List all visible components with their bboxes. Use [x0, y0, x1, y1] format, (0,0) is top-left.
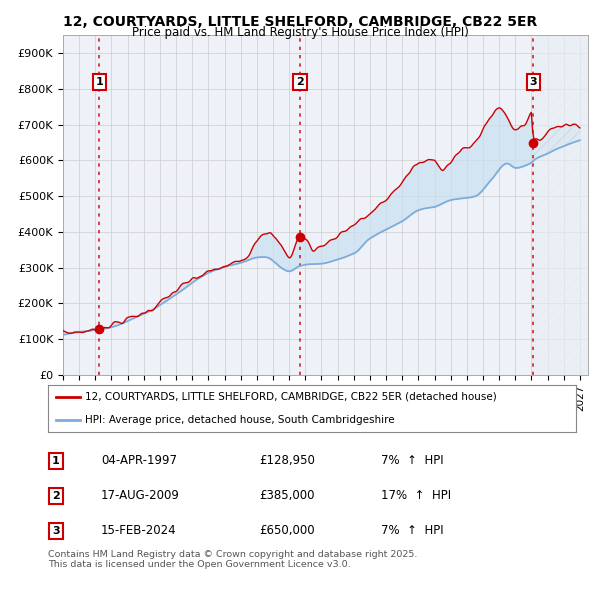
- Text: 15-FEB-2024: 15-FEB-2024: [101, 525, 176, 537]
- Text: £385,000: £385,000: [259, 489, 315, 502]
- Text: Contains HM Land Registry data © Crown copyright and database right 2025.
This d: Contains HM Land Registry data © Crown c…: [48, 550, 418, 569]
- Text: 2: 2: [296, 77, 304, 87]
- Text: £128,950: £128,950: [259, 454, 315, 467]
- Text: HPI: Average price, detached house, South Cambridgeshire: HPI: Average price, detached house, Sout…: [85, 415, 395, 425]
- Text: 3: 3: [530, 77, 537, 87]
- Text: 7%  ↑  HPI: 7% ↑ HPI: [380, 525, 443, 537]
- Text: 3: 3: [52, 526, 60, 536]
- Text: 12, COURTYARDS, LITTLE SHELFORD, CAMBRIDGE, CB22 5ER: 12, COURTYARDS, LITTLE SHELFORD, CAMBRID…: [63, 15, 537, 29]
- Text: 1: 1: [52, 456, 60, 466]
- Text: 17%  ↑  HPI: 17% ↑ HPI: [380, 489, 451, 502]
- Text: 1: 1: [95, 77, 103, 87]
- Text: 12, COURTYARDS, LITTLE SHELFORD, CAMBRIDGE, CB22 5ER (detached house): 12, COURTYARDS, LITTLE SHELFORD, CAMBRID…: [85, 392, 497, 402]
- Text: 17-AUG-2009: 17-AUG-2009: [101, 489, 179, 502]
- Text: £650,000: £650,000: [259, 525, 315, 537]
- Bar: [533, 35, 588, 375]
- Text: Price paid vs. HM Land Registry's House Price Index (HPI): Price paid vs. HM Land Registry's House …: [131, 26, 469, 39]
- Text: 7%  ↑  HPI: 7% ↑ HPI: [380, 454, 443, 467]
- Text: 04-APR-1997: 04-APR-1997: [101, 454, 177, 467]
- Text: 2: 2: [52, 491, 60, 501]
